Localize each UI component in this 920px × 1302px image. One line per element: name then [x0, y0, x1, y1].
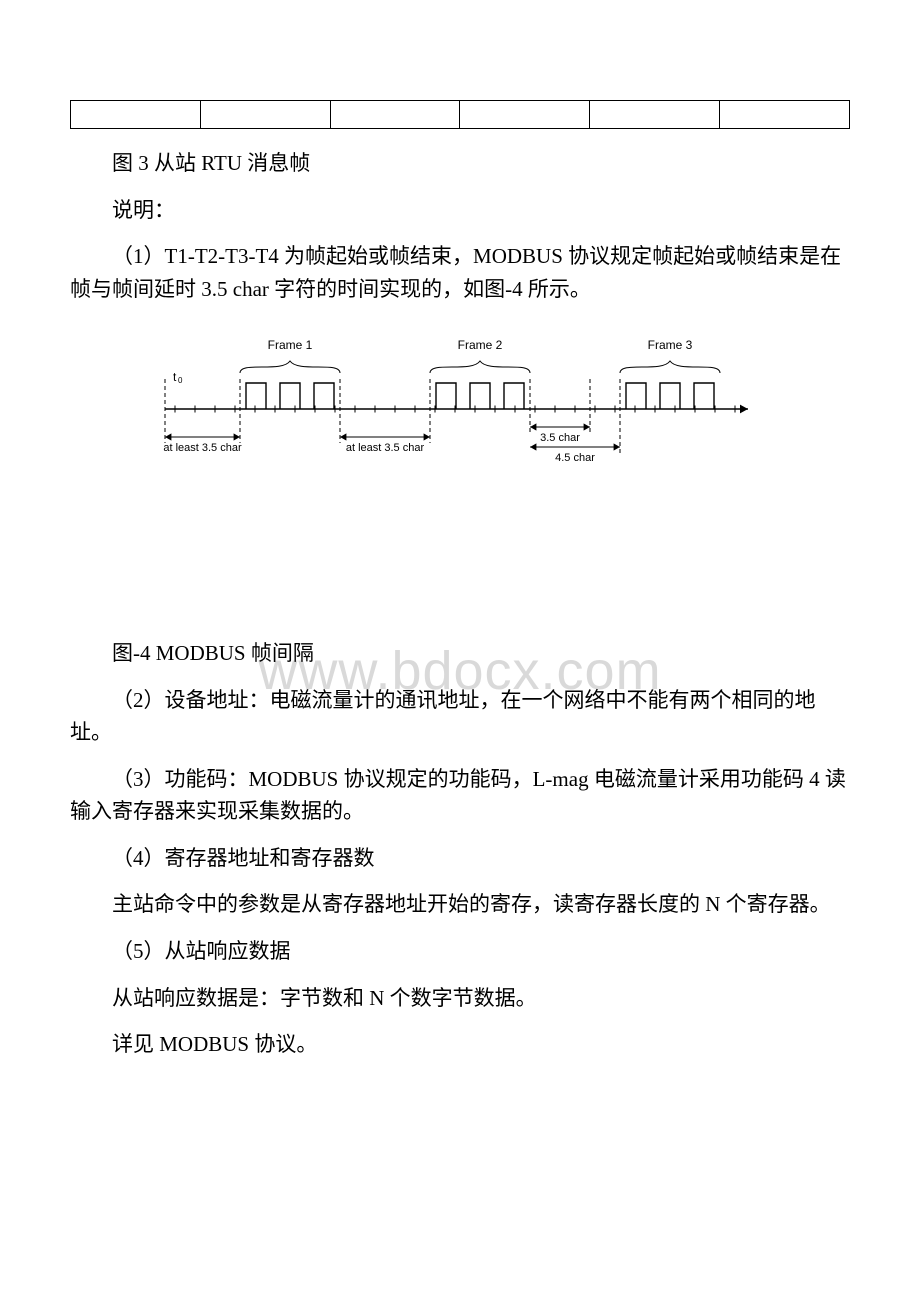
- para-4b: 主站命令中的参数是从寄存器地址开始的寄存，读寄存器长度的 N 个寄存器。: [70, 888, 850, 921]
- svg-text:at least 3.5 char: at least 3.5 char: [163, 442, 242, 454]
- svg-text:Frame 2: Frame 2: [458, 338, 503, 352]
- para-2: （2）设备地址：电磁流量计的通讯地址，在一个网络中不能有两个相同的地址。: [70, 684, 850, 749]
- para-shuoming: 说明：: [70, 194, 850, 227]
- para-4: （4）寄存器地址和寄存器数: [70, 842, 850, 875]
- fig4-caption: 图-4 MODBUS 帧间隔: [70, 637, 850, 670]
- para-3: （3）功能码：MODBUS 协议规定的功能码，L-mag 电磁流量计采用功能码 …: [70, 763, 850, 828]
- timing-diagram: t0 Frame 1 Frame 2 Frame 3 at least 3.5 char…: [160, 319, 760, 469]
- table-cell: [71, 101, 201, 129]
- para-6: 详见 MODBUS 协议。: [70, 1028, 850, 1061]
- timing-diagram-svg: t0 Frame 1 Frame 2 Frame 3 at least 3.5 char…: [160, 319, 760, 469]
- svg-text:0: 0: [178, 376, 183, 385]
- svg-text:3.5 char: 3.5 char: [540, 432, 580, 444]
- table-cell: [460, 101, 590, 129]
- svg-text:Frame 3: Frame 3: [648, 338, 693, 352]
- content: 图 3 从站 RTU 消息帧 说明： （1）T1-T2-T3-T4 为帧起始或帧…: [70, 100, 850, 1061]
- page: www.bdocx.com 图 3 从站 RTU 消息帧 说明： （1）T1-T…: [0, 0, 920, 1155]
- table-cell: [330, 101, 460, 129]
- spacer: [70, 477, 850, 637]
- frame-fields-table: [70, 100, 850, 129]
- svg-text:Frame 1: Frame 1: [268, 338, 313, 352]
- table-cell: [200, 101, 330, 129]
- para-1: （1）T1-T2-T3-T4 为帧起始或帧结束，MODBUS 协议规定帧起始或帧…: [70, 240, 850, 305]
- svg-text:t: t: [173, 370, 177, 384]
- table-cell: [720, 101, 850, 129]
- table-cell: [590, 101, 720, 129]
- svg-text:at least 3.5 char: at least 3.5 char: [346, 442, 425, 454]
- fig3-caption: 图 3 从站 RTU 消息帧: [70, 147, 850, 180]
- para-5: （5）从站响应数据: [70, 935, 850, 968]
- para-5b: 从站响应数据是：字节数和 N 个数字节数据。: [70, 982, 850, 1015]
- svg-text:4.5 char: 4.5 char: [555, 452, 595, 464]
- table-row: [71, 101, 850, 129]
